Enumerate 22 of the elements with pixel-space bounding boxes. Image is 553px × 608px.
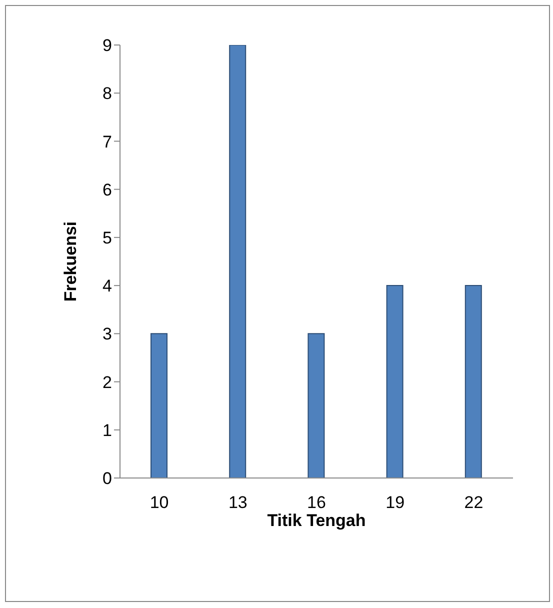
y-tick-label: 2 [102, 372, 112, 392]
x-tick-label: 10 [150, 493, 169, 512]
bar [308, 333, 325, 478]
x-tick-label: 19 [386, 493, 405, 512]
y-tick-label: 7 [102, 132, 112, 152]
y-tick-label: 8 [102, 84, 112, 104]
y-axis-title: Frekuensi [61, 221, 80, 302]
bar [386, 285, 404, 478]
y-tick-label: 4 [102, 276, 112, 296]
y-tick-label: 6 [102, 180, 112, 200]
x-tick-label: 22 [464, 493, 484, 512]
y-tick-label: 9 [102, 36, 112, 56]
bar [150, 333, 168, 478]
x-axis-title: Titik Tengah [267, 511, 366, 530]
bar [229, 45, 246, 478]
x-tick-label: 16 [307, 493, 326, 512]
x-tick-label: 13 [228, 493, 248, 512]
y-tick-label: 5 [102, 228, 112, 248]
y-tick-label: 0 [102, 469, 112, 488]
bar [464, 285, 482, 478]
y-tick-label: 1 [102, 420, 112, 440]
y-tick-label: 3 [102, 324, 112, 344]
